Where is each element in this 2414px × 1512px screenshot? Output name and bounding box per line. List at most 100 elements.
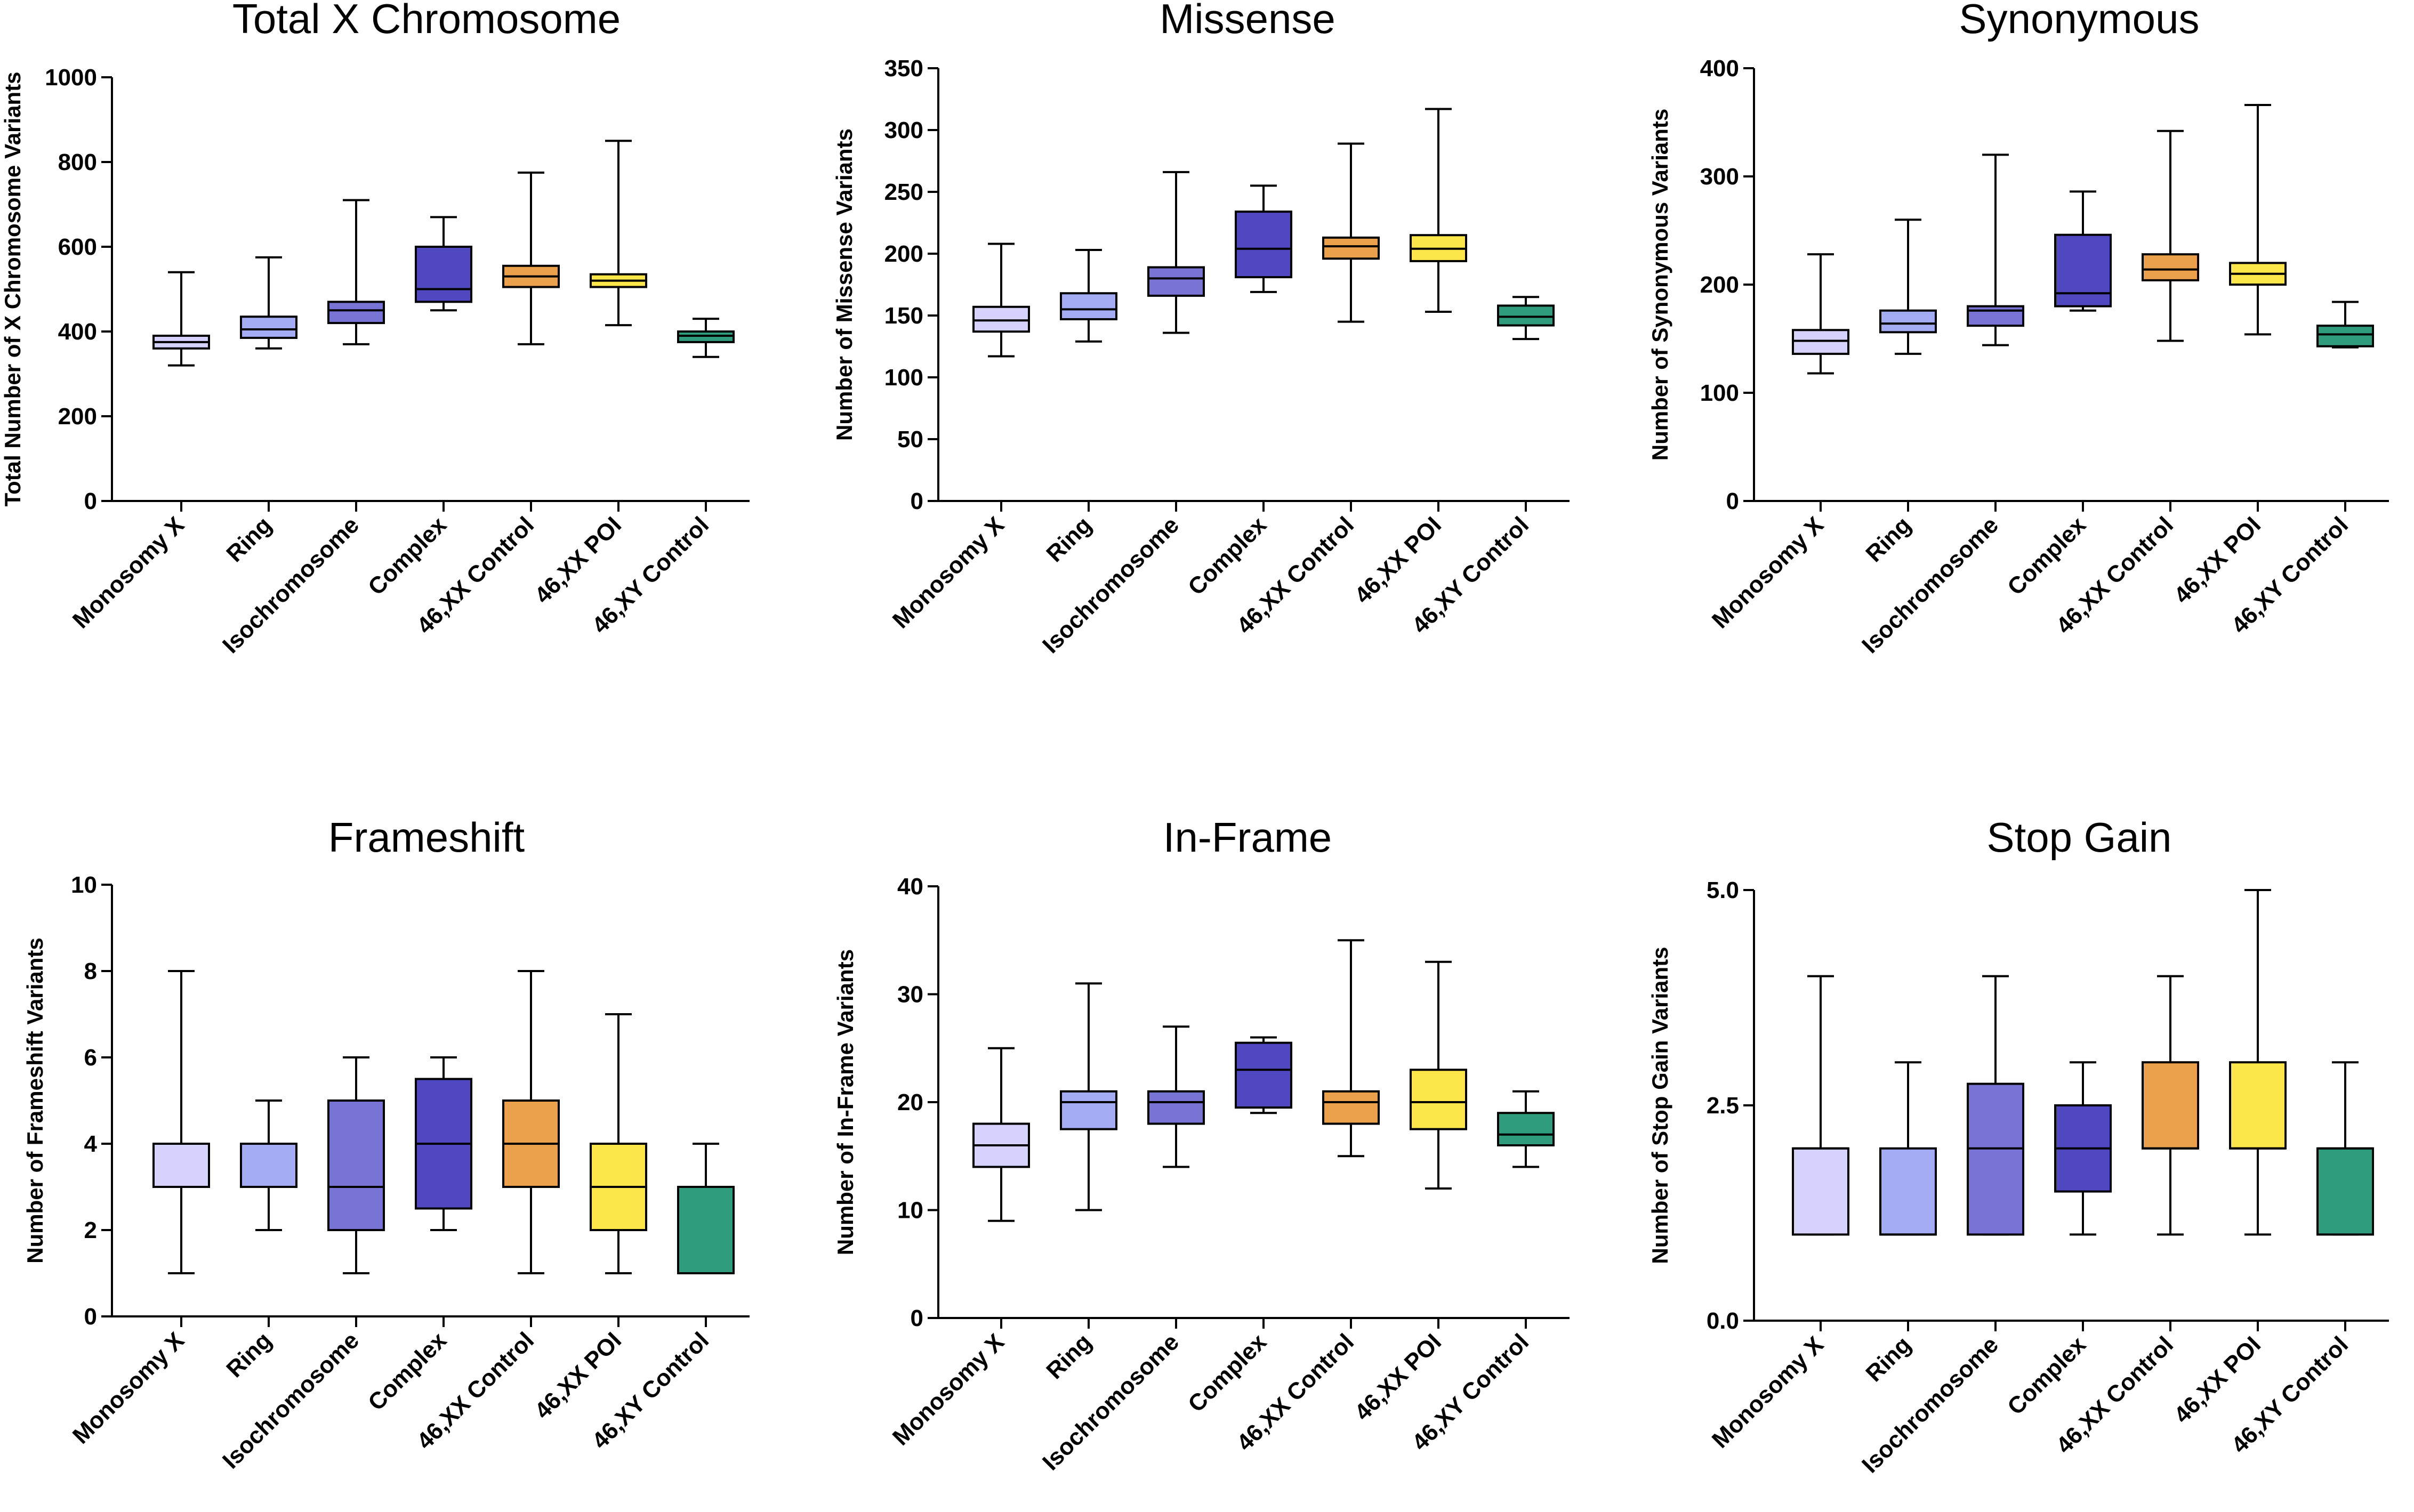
y-axis-label: Number of Missense Variants	[832, 128, 857, 441]
box-ring	[240, 1099, 297, 1231]
box-46-xx-control	[502, 171, 560, 345]
box-46-xx-poi	[1410, 108, 1467, 313]
y-tick-label: 30	[897, 982, 923, 1008]
chart-title: Total X Chromosome	[232, 0, 621, 42]
y-tick-label: 10	[897, 1198, 923, 1224]
box-iqr	[2316, 1147, 2374, 1236]
y-tick-label: 600	[58, 234, 97, 260]
y-tick-label: 6	[84, 1045, 97, 1071]
box-iqr	[2054, 233, 2112, 308]
box-iqr	[1967, 305, 2024, 327]
box-ring	[1060, 249, 1117, 343]
box-ring	[1879, 219, 1937, 355]
y-tick-label: 40	[897, 874, 923, 900]
box-iqr	[1497, 1112, 1555, 1146]
x-tick-label-46-xx-poi: 46,XX POI	[1349, 512, 1446, 609]
box-46-xx-poi	[590, 1013, 647, 1274]
box-complex	[1235, 184, 1292, 293]
box-iqr	[2316, 325, 2374, 347]
x-tick-label-46-xx-poi: 46,XX POI	[1349, 1329, 1446, 1426]
chart-panel-missense: Missense Number of Missense Variants 0 50 10…	[832, 0, 1570, 658]
box-monosomy-x	[152, 970, 210, 1274]
x-tick-label-monosomy-x: Monosomy X	[888, 1329, 1009, 1450]
y-tick-label: 300	[1700, 164, 1739, 190]
y-tick-label: 400	[1700, 55, 1739, 82]
y-tick-label: 50	[897, 426, 923, 452]
box-46-xx-control	[502, 970, 560, 1274]
box-46-xy-control	[2316, 301, 2374, 349]
y-tick-label: 5.0	[1707, 877, 1739, 903]
box-iqr	[1879, 309, 1937, 334]
x-tick-label-complex: Complex	[2002, 1331, 2091, 1420]
y-tick-label: 0.0	[1707, 1308, 1739, 1334]
box-ring	[1060, 982, 1117, 1211]
x-tick-label-monosomy-x: Monosomy X	[1707, 512, 1829, 633]
chart-panel-synonymous: Synonymous Number of Synonymous Variants 0…	[1647, 0, 2389, 658]
x-tick-label-ring: Ring	[1861, 1331, 1916, 1387]
y-tick-label: 200	[1700, 272, 1739, 298]
x-tick-label-46-xx-poi: 46,XX POI	[529, 1327, 626, 1424]
y-axis-label: Number of Synonymous Variants	[1647, 109, 1672, 460]
chart-title: Frameshift	[328, 814, 525, 861]
x-tick-label-complex: Complex	[1183, 1329, 1272, 1417]
y-tick-label: 300	[884, 117, 923, 143]
box-46-xy-control	[677, 318, 735, 358]
box-iqr	[1147, 1090, 1205, 1125]
box-iqr	[2142, 1061, 2199, 1150]
x-tick-label-ring: Ring	[1041, 512, 1097, 567]
y-tick-label: 10	[71, 872, 97, 898]
box-iqr	[327, 1099, 385, 1231]
x-tick-label-complex: Complex	[2002, 512, 2091, 600]
x-tick-label-monosomy-x: Monosomy X	[68, 1327, 189, 1449]
chart-title: In-Frame	[1163, 814, 1332, 861]
y-tick-label: 250	[884, 179, 923, 205]
box-iqr	[240, 1143, 297, 1188]
y-tick-label: 100	[884, 365, 923, 391]
x-tick-label-46-xx-poi: 46,XX POI	[2169, 512, 2266, 609]
x-tick-label-46-xx-poi: 46,XX POI	[2169, 1331, 2266, 1428]
box-isochromosome	[327, 1056, 385, 1274]
box-ring	[1879, 1061, 1937, 1236]
y-axis-label: Number of In-Frame Variants	[833, 949, 858, 1255]
y-tick-label: 100	[1700, 380, 1739, 406]
box-complex	[415, 216, 472, 312]
box-iqr	[677, 1186, 735, 1274]
y-tick-label: 4	[84, 1131, 98, 1157]
box-isochromosome	[1967, 975, 2024, 1236]
box-46-xx-control	[2142, 130, 2199, 342]
box-monosomy-x	[972, 1047, 1030, 1222]
box-complex	[2054, 1061, 2112, 1236]
box-46-xy-control	[677, 1143, 735, 1274]
box-complex	[415, 1056, 472, 1231]
y-tick-label: 8	[84, 958, 97, 984]
x-tick-label-complex: Complex	[1183, 512, 1272, 600]
box-iqr	[1147, 266, 1205, 297]
x-tick-label-complex: Complex	[363, 1327, 452, 1416]
y-tick-label: 200	[58, 403, 97, 430]
box-isochromosome	[327, 199, 385, 345]
y-tick-label: 2.5	[1707, 1093, 1739, 1119]
box-46-xx-control	[2142, 975, 2199, 1236]
y-tick-label: 20	[897, 1089, 923, 1115]
y-tick-label: 0	[1726, 488, 1739, 514]
box-isochromosome	[1147, 171, 1205, 334]
box-complex	[2054, 190, 2112, 312]
box-46-xx-poi	[2229, 104, 2287, 336]
box-iqr	[152, 1143, 210, 1188]
x-tick-label-46-xx-poi: 46,XX POI	[529, 512, 626, 609]
box-monosomy-x	[152, 271, 210, 367]
y-tick-label: 200	[884, 241, 923, 267]
box-iqr	[415, 246, 472, 303]
box-iqr	[1879, 1147, 1937, 1236]
chart-panel-frameshift: Frameshift Number of Frameshift Variants 0…	[22, 814, 750, 1474]
x-tick-label-ring: Ring	[1041, 1329, 1097, 1384]
box-isochromosome	[1147, 1025, 1205, 1168]
y-tick-label: 0	[84, 488, 97, 514]
x-tick-label-monosomy-x: Monosomy X	[68, 512, 189, 633]
box-iqr	[1410, 1069, 1467, 1130]
box-iqr	[1235, 1041, 1292, 1109]
box-isochromosome	[1967, 153, 2024, 346]
box-complex	[1235, 1036, 1292, 1114]
box-46-xy-control	[1497, 1090, 1555, 1168]
box-iqr	[1060, 1090, 1117, 1130]
